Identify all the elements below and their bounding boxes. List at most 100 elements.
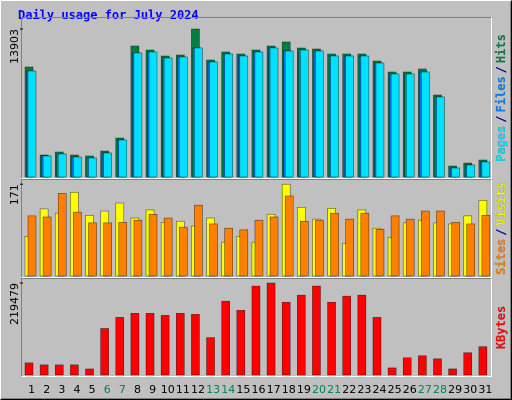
bar xyxy=(145,313,155,376)
bar xyxy=(239,55,249,178)
bar xyxy=(284,195,294,277)
legend-entry: Hits xyxy=(494,34,508,63)
bar xyxy=(421,71,430,178)
legend: Sites / Visits xyxy=(494,182,508,275)
bar xyxy=(133,219,143,277)
bar xyxy=(24,362,34,376)
bar xyxy=(224,227,233,277)
bar xyxy=(463,352,473,376)
x-tick-label: 15 xyxy=(236,383,250,396)
bar xyxy=(118,139,128,178)
x-tick-label: 22 xyxy=(342,383,356,396)
bar xyxy=(100,328,109,376)
bar xyxy=(436,96,445,178)
bar xyxy=(360,55,370,178)
x-tick-label: 16 xyxy=(252,383,266,396)
legend: KBytes xyxy=(494,306,508,349)
bar xyxy=(330,212,339,277)
legend-entry: Visits xyxy=(494,182,508,225)
bar xyxy=(300,49,309,178)
bar xyxy=(405,73,415,178)
bar xyxy=(300,220,309,277)
bar xyxy=(148,213,158,277)
bar xyxy=(315,50,324,178)
panel-frame xyxy=(21,278,492,377)
bar xyxy=(160,315,170,376)
x-tick-label: 20 xyxy=(312,383,326,396)
bar xyxy=(103,222,112,277)
bar xyxy=(451,222,460,277)
bar xyxy=(73,156,82,178)
x-tick-label: 18 xyxy=(282,383,296,396)
legend-entry: Files xyxy=(494,76,508,112)
bar xyxy=(221,300,230,376)
bar xyxy=(315,219,324,277)
x-tick-label: 27 xyxy=(418,383,432,396)
bar xyxy=(478,346,488,376)
bar xyxy=(281,301,291,376)
bar xyxy=(254,51,264,178)
x-tick-label: 23 xyxy=(357,383,371,396)
bar xyxy=(148,51,158,178)
bar xyxy=(390,73,400,178)
x-tick-label: 8 xyxy=(134,383,141,396)
bar xyxy=(206,337,215,376)
bar xyxy=(360,212,370,277)
bar xyxy=(481,215,491,277)
x-tick-label: 30 xyxy=(463,383,477,396)
bar xyxy=(266,282,276,376)
bar xyxy=(57,153,67,178)
legend-separator: / xyxy=(494,115,508,122)
x-tick-label: 21 xyxy=(327,383,341,396)
bar xyxy=(236,310,246,376)
y-tick-label: 219479 xyxy=(8,283,21,325)
bar xyxy=(73,211,82,277)
bar xyxy=(88,222,97,277)
bar xyxy=(39,364,49,376)
bar xyxy=(433,358,442,376)
panel-frame xyxy=(21,179,492,278)
bar xyxy=(178,56,188,178)
x-tick-label: 11 xyxy=(176,383,190,396)
bar xyxy=(387,367,397,376)
bar xyxy=(42,155,52,178)
legend-entry: KBytes xyxy=(494,306,508,349)
bar xyxy=(224,53,233,178)
bar xyxy=(466,223,476,277)
bar xyxy=(312,285,321,376)
y-tick-label: 171 xyxy=(8,184,21,205)
x-tick-label: 29 xyxy=(448,383,462,396)
x-tick-label: 13 xyxy=(206,383,220,396)
bar xyxy=(330,55,339,178)
bar xyxy=(284,50,294,178)
bar xyxy=(436,210,445,277)
bar xyxy=(118,222,128,277)
x-tick-label: 14 xyxy=(221,383,235,396)
legend-entry: Sites xyxy=(494,239,508,275)
legend-separator: / xyxy=(494,229,508,236)
bar xyxy=(345,55,355,178)
x-tick-label: 4 xyxy=(73,383,80,396)
bar xyxy=(85,368,94,376)
bar xyxy=(345,218,355,277)
bar xyxy=(103,152,112,178)
bar xyxy=(178,226,188,277)
bar xyxy=(254,219,264,277)
panel-frame xyxy=(21,278,492,377)
bar xyxy=(418,355,427,376)
bar xyxy=(42,216,52,277)
bar xyxy=(209,61,218,178)
bar xyxy=(194,47,203,178)
bar xyxy=(269,216,279,277)
x-tick-label: 2 xyxy=(43,383,50,396)
panel-frame xyxy=(21,17,492,179)
bar xyxy=(390,215,400,277)
bar xyxy=(451,167,460,178)
bar xyxy=(466,164,476,178)
x-tick-label: 7 xyxy=(119,383,126,396)
bar xyxy=(175,313,185,376)
x-tick-label: 31 xyxy=(478,383,492,396)
x-tick-label: 5 xyxy=(89,383,96,396)
